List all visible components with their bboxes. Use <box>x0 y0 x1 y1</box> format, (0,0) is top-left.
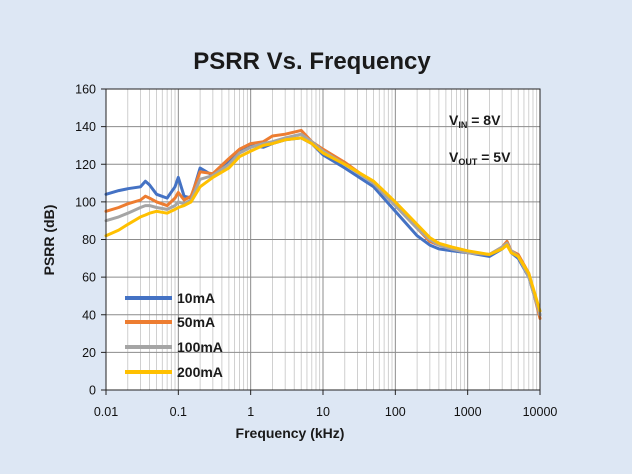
x-tick-label: 10000 <box>523 405 558 419</box>
x-tick-label: 1 <box>247 405 254 419</box>
legend-label-200ma: 200mA <box>177 364 223 380</box>
x-tick-label: 0.01 <box>94 405 118 419</box>
vin-annotation: VIN = 8V <box>449 112 501 130</box>
y-tick-label: 20 <box>82 346 96 360</box>
y-axis-label: PSRR (dB) <box>41 205 57 276</box>
legend: 10mA 50mA 100mA 200mA <box>125 290 223 380</box>
y-tick-label: 140 <box>75 120 96 134</box>
x-tick-label: 10 <box>316 405 330 419</box>
x-tick-label: 1000 <box>454 405 482 419</box>
y-tick-label: 40 <box>82 308 96 322</box>
x-tick-label: 0.1 <box>170 405 187 419</box>
y-tick-label: 0 <box>89 384 96 398</box>
x-axis-label: Frequency (kHz) <box>236 425 345 441</box>
data-series <box>104 128 542 320</box>
legend-label-100ma: 100mA <box>177 339 223 355</box>
series-line-200ma <box>104 136 542 313</box>
y-tick-label: 100 <box>75 195 96 209</box>
legend-label-50ma: 50mA <box>177 314 215 330</box>
x-tick-label: 100 <box>385 405 406 419</box>
legend-label-10ma: 10mA <box>177 290 215 306</box>
y-ticks: 0 20 40 60 80 100 120 140 160 <box>75 83 106 398</box>
y-tick-label: 120 <box>75 158 96 172</box>
x-ticks: 0.01 0.1 1 10 100 1000 10000 <box>94 390 558 419</box>
y-tick-label: 80 <box>82 233 96 247</box>
y-tick-label: 60 <box>82 271 96 285</box>
chart-title: PSRR Vs. Frequency <box>193 48 431 75</box>
vout-annotation: VOUT = 5V <box>449 149 511 167</box>
y-tick-label: 160 <box>75 83 96 97</box>
